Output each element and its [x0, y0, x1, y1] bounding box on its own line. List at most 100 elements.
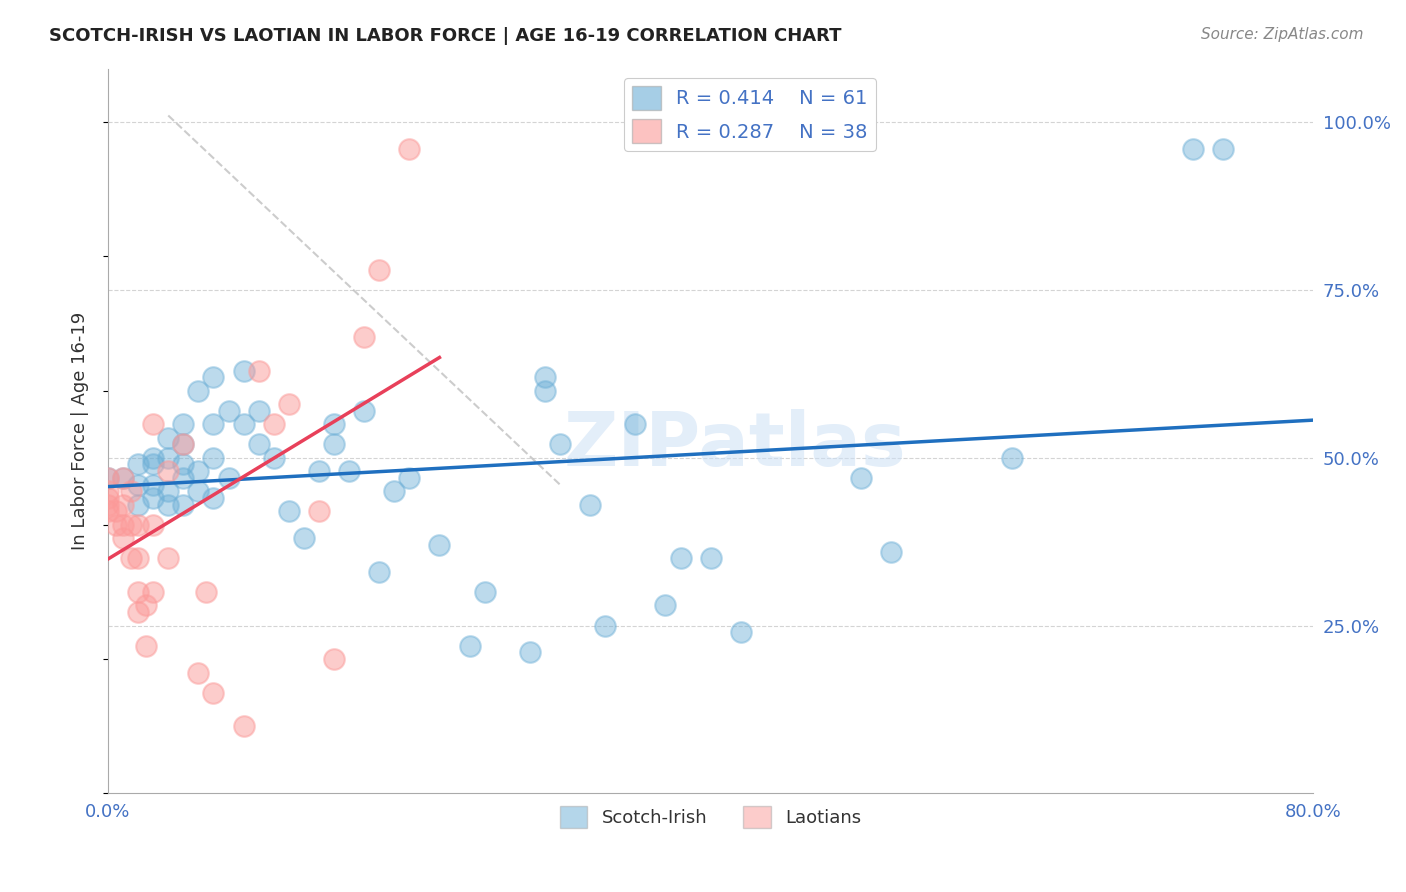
- Point: [474, 585, 496, 599]
- Point: [194, 585, 217, 599]
- Point: [112, 471, 135, 485]
- Point: [247, 437, 270, 451]
- Point: [323, 652, 346, 666]
- Point: [218, 471, 240, 485]
- Point: [247, 363, 270, 377]
- Point: [142, 458, 165, 472]
- Point: [120, 517, 142, 532]
- Point: [263, 417, 285, 432]
- Point: [127, 517, 149, 532]
- Point: [157, 450, 180, 465]
- Point: [880, 545, 903, 559]
- Point: [263, 450, 285, 465]
- Point: [135, 639, 157, 653]
- Point: [142, 477, 165, 491]
- Text: ZIPatlas: ZIPatlas: [564, 409, 905, 482]
- Point: [232, 417, 254, 432]
- Point: [368, 565, 391, 579]
- Point: [187, 484, 209, 499]
- Point: [127, 458, 149, 472]
- Point: [104, 517, 127, 532]
- Point: [172, 417, 194, 432]
- Point: [593, 618, 616, 632]
- Point: [157, 484, 180, 499]
- Point: [172, 498, 194, 512]
- Point: [142, 417, 165, 432]
- Point: [429, 538, 451, 552]
- Point: [97, 471, 120, 485]
- Point: [458, 639, 481, 653]
- Point: [218, 404, 240, 418]
- Point: [187, 464, 209, 478]
- Point: [202, 370, 225, 384]
- Point: [142, 491, 165, 505]
- Point: [112, 471, 135, 485]
- Point: [398, 471, 420, 485]
- Point: [382, 484, 405, 499]
- Point: [104, 504, 127, 518]
- Point: [142, 585, 165, 599]
- Point: [112, 498, 135, 512]
- Point: [323, 417, 346, 432]
- Point: [172, 437, 194, 451]
- Point: [127, 605, 149, 619]
- Point: [142, 450, 165, 465]
- Point: [654, 599, 676, 613]
- Point: [97, 484, 120, 499]
- Point: [157, 551, 180, 566]
- Point: [232, 363, 254, 377]
- Point: [97, 498, 120, 512]
- Point: [851, 471, 873, 485]
- Y-axis label: In Labor Force | Age 16-19: In Labor Force | Age 16-19: [72, 312, 89, 550]
- Point: [247, 404, 270, 418]
- Point: [699, 551, 721, 566]
- Point: [579, 498, 602, 512]
- Point: [135, 599, 157, 613]
- Point: [323, 437, 346, 451]
- Point: [127, 477, 149, 491]
- Point: [97, 504, 120, 518]
- Point: [292, 531, 315, 545]
- Point: [308, 504, 330, 518]
- Point: [120, 484, 142, 499]
- Point: [202, 417, 225, 432]
- Point: [368, 263, 391, 277]
- Point: [97, 491, 120, 505]
- Point: [353, 330, 375, 344]
- Point: [120, 551, 142, 566]
- Point: [398, 142, 420, 156]
- Point: [157, 464, 180, 478]
- Text: SCOTCH-IRISH VS LAOTIAN IN LABOR FORCE | AGE 16-19 CORRELATION CHART: SCOTCH-IRISH VS LAOTIAN IN LABOR FORCE |…: [49, 27, 842, 45]
- Point: [519, 645, 541, 659]
- Point: [534, 384, 557, 398]
- Point: [127, 551, 149, 566]
- Point: [308, 464, 330, 478]
- Point: [202, 686, 225, 700]
- Point: [1212, 142, 1234, 156]
- Point: [127, 498, 149, 512]
- Point: [277, 504, 299, 518]
- Point: [277, 397, 299, 411]
- Point: [187, 665, 209, 680]
- Point: [534, 370, 557, 384]
- Point: [669, 551, 692, 566]
- Point: [112, 517, 135, 532]
- Point: [172, 471, 194, 485]
- Point: [172, 437, 194, 451]
- Point: [337, 464, 360, 478]
- Point: [232, 719, 254, 733]
- Point: [112, 531, 135, 545]
- Point: [187, 384, 209, 398]
- Point: [202, 450, 225, 465]
- Point: [548, 437, 571, 451]
- Point: [730, 625, 752, 640]
- Point: [157, 431, 180, 445]
- Point: [172, 458, 194, 472]
- Point: [157, 498, 180, 512]
- Point: [97, 471, 120, 485]
- Point: [1001, 450, 1024, 465]
- Point: [353, 404, 375, 418]
- Point: [127, 585, 149, 599]
- Point: [1181, 142, 1204, 156]
- Point: [624, 417, 647, 432]
